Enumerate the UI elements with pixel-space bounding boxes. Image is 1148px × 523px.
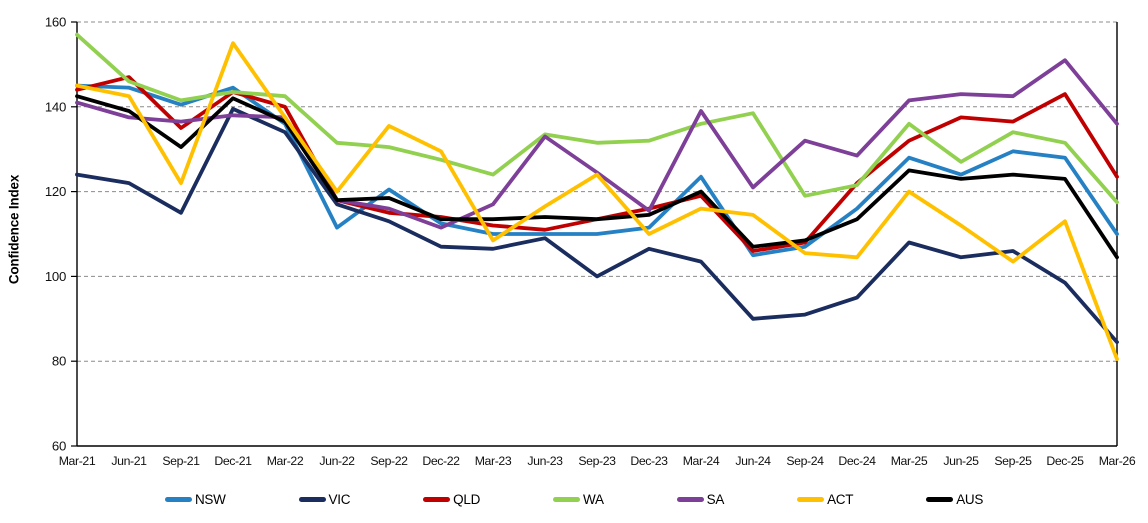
legend-item-VIC: VIC [298,491,351,507]
series-line-NSW [75,83,1119,258]
x-tick-label-Mar-23: Mar-23 [475,454,512,468]
legend-swatch-NSW [164,496,192,502]
x-tick-label-Sep-25: Sep-25 [994,454,1032,468]
legend-item-QLD: QLD [423,492,480,507]
y-tick-label-120: 120 [45,184,66,199]
x-tick-label-Jun-22: Jun-22 [319,454,355,468]
x-tick-label-Dec-22: Dec-22 [422,454,460,468]
y-tick-label-60: 60 [52,439,66,454]
series-line-WA [75,32,1119,205]
y-axis-title: Confidence Index [6,174,22,285]
legend-item-WA: WA [553,492,604,507]
y-tick-label-160: 160 [45,15,66,30]
x-tick-label-Mar-21: Mar-21 [59,454,96,468]
series-line-SA [75,58,1119,230]
series-line-ACT [75,41,1119,362]
x-tick-label-Dec-21: Dec-21 [214,454,252,468]
y-tick-label-80: 80 [52,354,66,369]
y-tick-label-140: 140 [45,99,66,114]
x-tick-label-Mar-24: Mar-24 [683,454,720,468]
x-tick-label-Mar-22: Mar-22 [267,454,304,468]
legend-label-NSW: NSW [194,491,226,507]
legend-swatch-QLD [423,496,451,502]
legend-label-ACT: ACT [827,491,854,507]
legend-swatch-AUS [926,496,954,502]
y-tick-label-100: 100 [45,269,66,284]
legend-item-ACT: ACT [797,491,854,507]
legend-item-NSW: NSW [164,491,226,507]
chart-legend: NSW VIC QLD WA SA ACT AUS [0,487,1148,511]
x-tick-label-Sep-22: Sep-22 [370,454,408,468]
x-tick-label-Jun-25: Jun-25 [943,454,979,468]
legend-swatch-WA [553,496,581,502]
x-tick-label-Mar-25: Mar-25 [891,454,928,468]
legend-item-SA: SA [676,491,725,507]
legend-label-AUS: AUS [956,491,984,507]
x-tick-label-Sep-23: Sep-23 [578,454,616,468]
legend-swatch-SA [676,496,704,502]
legend-label-SA: SA [706,491,725,507]
x-tick-label-Jun-21: Jun-21 [111,454,147,468]
legend-swatch-ACT [797,496,825,502]
legend-label-WA: WA [583,491,604,507]
x-tick-label-Dec-23: Dec-23 [630,454,668,468]
x-tick-label-Mar-26: Mar-26 [1099,454,1136,468]
legend-item-AUS: AUS [926,492,983,507]
x-tick-label-Jun-23: Jun-23 [527,454,563,468]
legend-swatch-VIC [298,496,326,502]
x-tick-label-Jun-24: Jun-24 [735,454,771,468]
legend-label-VIC: VIC [328,491,351,507]
series-line-AUS [75,94,1119,260]
x-tick-label-Sep-24: Sep-24 [786,454,824,468]
x-tick-label-Dec-25: Dec-25 [1046,454,1084,468]
legend-label-QLD: QLD [453,491,481,507]
x-tick-label-Dec-24: Dec-24 [838,454,876,468]
x-tick-label-Sep-21: Sep-21 [162,454,200,468]
